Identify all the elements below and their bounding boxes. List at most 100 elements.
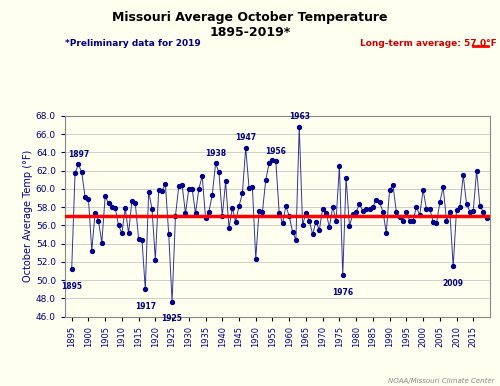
Point [449, 263, 457, 269]
Text: 2009: 2009 [442, 279, 464, 288]
Point [114, 222, 122, 229]
Point [436, 200, 444, 206]
Text: NOAA/Missouri Climate Center: NOAA/Missouri Climate Center [388, 378, 495, 384]
Text: 1895-2019*: 1895-2019* [210, 26, 290, 39]
Point [258, 208, 266, 215]
Point [308, 231, 316, 237]
Text: *Preliminary data for 2019: *Preliminary data for 2019 [65, 39, 201, 48]
Text: 1938: 1938 [205, 149, 226, 158]
Point [318, 206, 326, 212]
Point [175, 183, 183, 189]
Point [98, 240, 106, 246]
Text: 1963: 1963 [289, 112, 310, 121]
Point [459, 172, 467, 178]
Point [452, 207, 460, 213]
Text: 1947: 1947 [235, 133, 256, 142]
Point [282, 203, 290, 209]
Point [265, 160, 273, 166]
Point [182, 210, 190, 217]
Point [432, 220, 440, 227]
Y-axis label: October Average Temp (°F): October Average Temp (°F) [23, 150, 33, 282]
Point [278, 220, 286, 227]
Point [412, 204, 420, 210]
Point [306, 218, 314, 224]
Point [144, 188, 152, 195]
Point [336, 163, 344, 169]
Point [212, 160, 220, 166]
Point [470, 208, 478, 214]
Point [288, 229, 296, 235]
Text: 1956: 1956 [266, 147, 286, 156]
Point [316, 227, 324, 233]
Point [476, 203, 484, 209]
Point [242, 145, 250, 151]
Point [124, 230, 132, 237]
Point [195, 186, 203, 192]
Point [389, 182, 397, 188]
Point [218, 213, 226, 219]
Point [429, 218, 437, 225]
Point [382, 230, 390, 236]
Point [369, 204, 377, 210]
Point [88, 248, 96, 254]
Point [245, 185, 253, 191]
Point [101, 193, 109, 199]
Point [215, 169, 223, 176]
Point [121, 205, 129, 211]
Point [142, 286, 150, 292]
Point [446, 208, 454, 215]
Point [296, 124, 304, 130]
Point [148, 206, 156, 212]
Point [104, 200, 112, 207]
Point [238, 190, 246, 196]
Point [298, 222, 306, 229]
Point [275, 210, 283, 216]
Point [262, 176, 270, 183]
Point [134, 236, 142, 242]
Point [192, 210, 200, 217]
Point [482, 215, 490, 221]
Point [466, 208, 474, 215]
Text: Long-term average: 57.0°F: Long-term average: 57.0°F [360, 39, 497, 48]
Point [362, 206, 370, 212]
Point [272, 158, 280, 164]
Point [342, 175, 350, 181]
Point [399, 218, 407, 224]
Point [91, 210, 99, 216]
Text: 1917: 1917 [135, 301, 156, 311]
Point [108, 204, 116, 210]
Point [168, 299, 176, 305]
Point [302, 210, 310, 216]
Point [442, 218, 450, 224]
Point [208, 192, 216, 198]
Point [235, 203, 243, 209]
Point [78, 169, 86, 176]
Point [178, 182, 186, 188]
Point [326, 224, 334, 230]
Point [422, 206, 430, 212]
Text: 1976: 1976 [332, 288, 353, 297]
Point [118, 230, 126, 237]
Point [232, 218, 239, 225]
Point [255, 208, 263, 214]
Point [228, 205, 236, 211]
Point [138, 237, 146, 243]
Point [339, 273, 347, 279]
Point [225, 225, 233, 231]
Point [419, 186, 427, 193]
Point [81, 194, 89, 200]
Point [68, 266, 76, 272]
Point [352, 208, 360, 215]
Point [312, 218, 320, 225]
Point [94, 218, 102, 224]
Point [205, 208, 213, 215]
Point [439, 184, 447, 190]
Point [409, 218, 417, 224]
Point [202, 215, 209, 221]
Point [386, 186, 394, 193]
Text: 1895: 1895 [61, 281, 82, 291]
Text: 1925: 1925 [162, 315, 182, 323]
Point [222, 178, 230, 185]
Point [376, 200, 384, 206]
Point [172, 213, 179, 219]
